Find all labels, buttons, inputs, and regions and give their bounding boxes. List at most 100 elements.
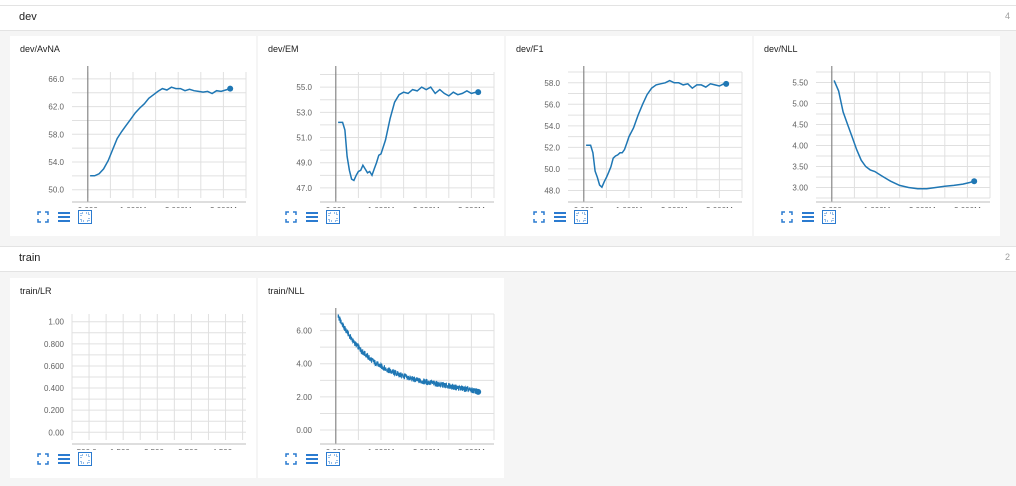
- data-table-icon[interactable]: [57, 210, 71, 224]
- series-line: [337, 314, 479, 394]
- y-tick-label: 4.50: [792, 121, 808, 130]
- y-tick-label: 5.00: [792, 100, 808, 109]
- chart-title: dev/F1: [516, 44, 544, 54]
- y-tick-label: 0.400: [44, 384, 65, 393]
- section-title: dev: [19, 11, 37, 23]
- chart-svg[interactable]: 0.000 1.000M 2.000M 3.000M 3.00 3.50 4.00 4.50 5…: [754, 36, 1000, 208]
- x-tick-label: 1.000M: [368, 448, 395, 450]
- last-point-marker: [227, 85, 234, 92]
- data-table-icon[interactable]: [305, 210, 319, 224]
- x-tick-label: 2.000M: [413, 448, 440, 450]
- section-title: train: [19, 252, 41, 264]
- fullscreen-icon[interactable]: [326, 210, 340, 224]
- chart-card: train/LR 500.0μ 1.500m 2.500m 3.500m 4.500m 0.…: [10, 278, 256, 478]
- chart-svg[interactable]: 500.0μ 1.500m 2.500m 3.500m 4.500m 0.00 0.200 0…: [10, 278, 256, 450]
- dev-section-header[interactable]: dev 4: [0, 5, 1016, 31]
- fullscreen-icon[interactable]: [574, 210, 588, 224]
- chart-card: dev/F1 0.000 1.000M 2.000M 3.000M 48.0 50.0 52.…: [506, 36, 752, 236]
- y-tick-label: 0.600: [44, 362, 65, 371]
- series-line: [90, 86, 231, 177]
- y-tick-label: 51.0: [296, 134, 312, 143]
- y-tick-label: 6.00: [296, 327, 312, 336]
- x-tick-label: 0.000: [822, 206, 843, 208]
- y-tick-label: 53.0: [296, 108, 312, 117]
- y-tick-label: 47.0: [296, 184, 312, 193]
- last-point-marker: [475, 89, 482, 96]
- chart-title: dev/AvNA: [20, 44, 60, 54]
- x-tick-label: 1.000M: [864, 206, 891, 208]
- chart-title: dev/NLL: [764, 44, 798, 54]
- x-tick-label: 0.000: [574, 206, 595, 208]
- y-tick-label: 55.0: [296, 83, 312, 92]
- y-tick-label: 1.00: [48, 318, 64, 327]
- x-tick-label: 3.000M: [706, 206, 733, 208]
- chart-svg[interactable]: 0.000 1.000M 2.000M 3.000M 48.0 50.0 52.0 54.0 5…: [506, 36, 752, 208]
- x-tick-label: 3.000M: [210, 206, 237, 208]
- x-tick-label: 1.000M: [120, 206, 147, 208]
- x-tick-label: 2.500m: [144, 448, 171, 450]
- chart-svg[interactable]: 0.000 1.000M 2.000M 3.000M 0.00 2.00 4.00 6.00: [258, 278, 504, 450]
- series-line: [338, 86, 479, 182]
- fullscreen-icon[interactable]: [78, 210, 92, 224]
- y-tick-label: 3.50: [792, 163, 808, 172]
- fullscreen-icon[interactable]: [78, 452, 92, 466]
- y-tick-label: 50.0: [48, 186, 64, 195]
- chart-card: dev/NLL 0.000 1.000M 2.000M 3.000M 3.00 3.50 4.…: [754, 36, 1000, 236]
- fit-domain-icon[interactable]: [780, 210, 794, 224]
- y-tick-label: 52.0: [544, 143, 560, 152]
- x-tick-label: 1.500m: [110, 448, 137, 450]
- chart-svg[interactable]: 0.000 1.000M 2.000M 3.000M 50.0 54.0 58.0 62.0 6…: [10, 36, 256, 208]
- y-tick-label: 54.0: [48, 158, 64, 167]
- y-tick-label: 62.0: [48, 103, 64, 112]
- chart-card: dev/AvNA 0.000 1.000M 2.000M 3.000M 50.0 54.0 5…: [10, 36, 256, 236]
- x-tick-label: 2.000M: [413, 206, 440, 208]
- y-tick-label: 54.0: [544, 122, 560, 131]
- chart-title: train/NLL: [268, 286, 305, 296]
- data-table-icon[interactable]: [801, 210, 815, 224]
- x-tick-label: 2.000M: [165, 206, 192, 208]
- data-table-icon[interactable]: [305, 452, 319, 466]
- y-tick-label: 4.00: [296, 360, 312, 369]
- y-tick-label: 48.0: [544, 186, 560, 195]
- section-count: 4: [1004, 11, 1010, 21]
- x-tick-label: 2.000M: [661, 206, 688, 208]
- chart-svg[interactable]: 0.000 1.000M 2.000M 3.000M 47.0 49.0 51.0 53.0 5…: [258, 36, 504, 208]
- y-tick-label: 0.200: [44, 406, 65, 415]
- y-tick-label: 58.0: [48, 130, 64, 139]
- chart-title: dev/EM: [268, 44, 299, 54]
- fit-domain-icon[interactable]: [532, 210, 546, 224]
- x-tick-label: 0.000: [78, 206, 99, 208]
- data-table-icon[interactable]: [553, 210, 567, 224]
- chart-card: train/NLL 0.000 1.000M 2.000M 3.000M 0.00 2.00…: [258, 278, 504, 478]
- fit-domain-icon[interactable]: [284, 210, 298, 224]
- fit-domain-icon[interactable]: [36, 452, 50, 466]
- y-tick-label: 5.50: [792, 79, 808, 88]
- y-tick-label: 0.00: [296, 426, 312, 435]
- y-tick-label: 50.0: [544, 165, 560, 174]
- fit-domain-icon[interactable]: [36, 210, 50, 224]
- fullscreen-icon[interactable]: [822, 210, 836, 224]
- fullscreen-icon[interactable]: [326, 452, 340, 466]
- last-point-marker: [475, 388, 482, 395]
- x-tick-label: 3.000M: [458, 448, 485, 450]
- y-tick-label: 66.0: [48, 75, 64, 84]
- x-tick-label: 3.000M: [954, 206, 981, 208]
- y-tick-label: 0.800: [44, 340, 65, 349]
- x-tick-label: 0.000: [326, 206, 347, 208]
- x-tick-label: 3.500m: [178, 448, 205, 450]
- chart-title: train/LR: [20, 286, 52, 296]
- y-tick-label: 49.0: [296, 159, 312, 168]
- x-tick-label: 4.500m: [212, 448, 239, 450]
- data-table-icon[interactable]: [57, 452, 71, 466]
- chart-card: dev/EM 0.000 1.000M 2.000M 3.000M 47.0 49.0 51.…: [258, 36, 504, 236]
- series-line: [833, 80, 975, 190]
- x-tick-label: 3.000M: [458, 206, 485, 208]
- train-section-header[interactable]: train 2: [0, 246, 1016, 272]
- y-tick-label: 56.0: [544, 100, 560, 109]
- fit-domain-icon[interactable]: [284, 452, 298, 466]
- y-tick-label: 4.00: [792, 142, 808, 151]
- section-count: 2: [1004, 252, 1010, 262]
- last-point-marker: [723, 80, 730, 87]
- x-tick-label: 500.0μ: [77, 448, 102, 450]
- series-line: [586, 79, 727, 189]
